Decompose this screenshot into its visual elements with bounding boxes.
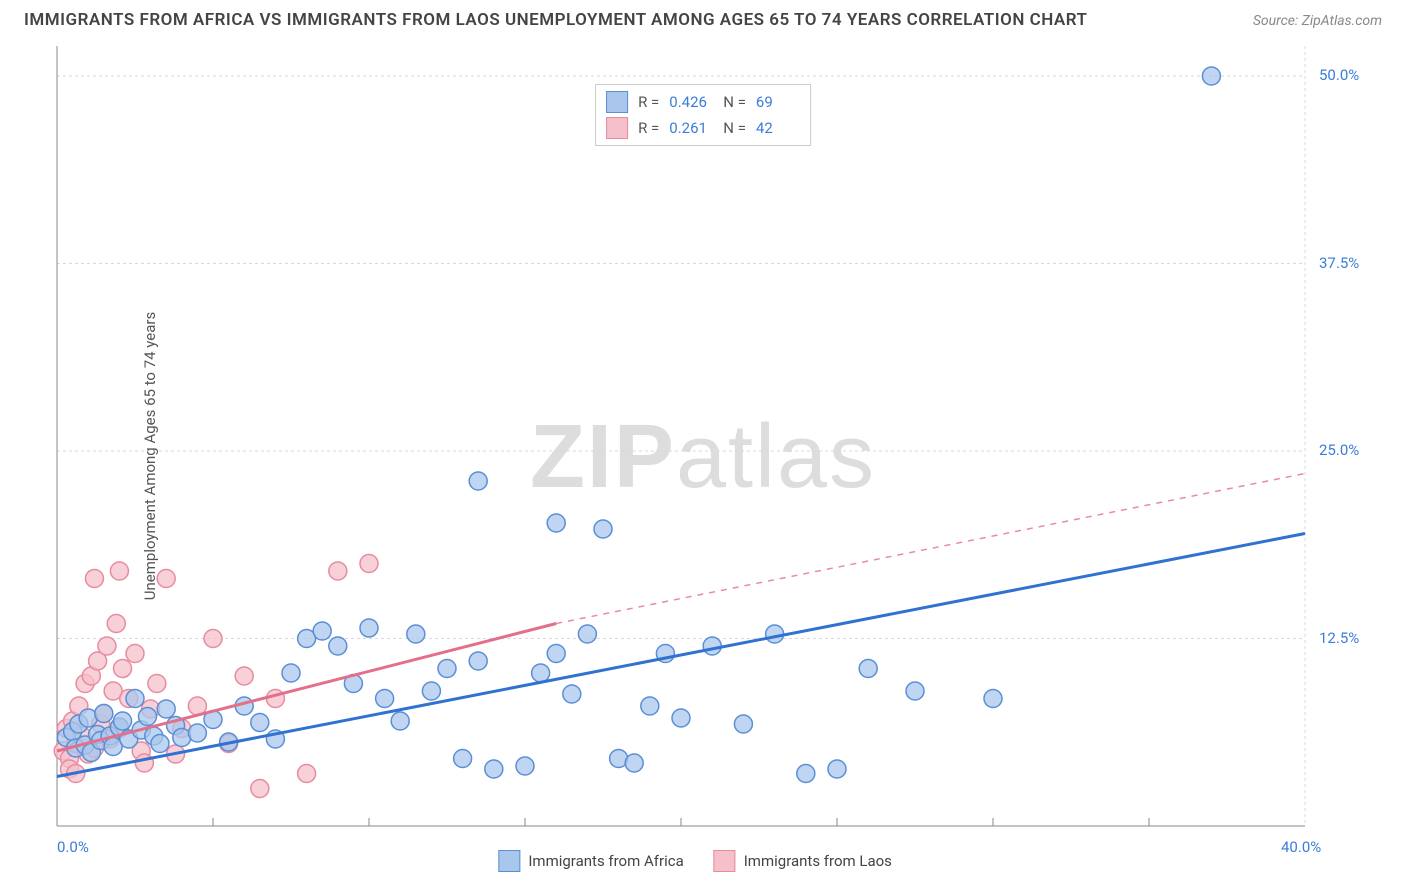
y-tick-label: 50.0% [1319,66,1359,84]
legend-item-laos: Immigrants from Laos [714,850,892,872]
chart-area: Unemployment Among Ages 65 to 74 years Z… [0,36,1406,876]
legend-row-africa: R = 0.426 N = 69 [606,89,800,115]
series-legend: Immigrants from Africa Immigrants from L… [498,850,892,872]
legend-item-africa: Immigrants from Africa [498,850,683,872]
n-value-laos: 42 [756,119,800,137]
n-label: N = [723,119,746,137]
title-bar: IMMIGRANTS FROM AFRICA VS IMMIGRANTS FRO… [0,0,1406,36]
r-label: R = [638,93,659,111]
legend-row-laos: R = 0.261 N = 42 [606,115,800,141]
swatch-africa-icon [498,850,520,872]
y-tick-label: 37.5% [1319,254,1359,272]
r-value-africa: 0.426 [669,93,713,111]
swatch-laos [606,117,628,139]
swatch-laos-icon [714,850,736,872]
n-value-africa: 69 [756,93,800,111]
n-label: N = [723,93,746,111]
legend-label-africa: Immigrants from Africa [528,852,683,870]
y-tick-label: 12.5% [1319,629,1359,647]
swatch-africa [606,91,628,113]
correlation-legend: R = 0.426 N = 69 R = 0.261 N = 42 [595,84,811,146]
x-tick-label: 40.0% [1281,838,1321,856]
source-label: Source: ZipAtlas.com [1253,13,1382,29]
r-label: R = [638,119,659,137]
scatter-plot [45,36,1385,876]
y-tick-label: 25.0% [1319,441,1359,459]
x-tick-label: 0.0% [57,838,89,856]
legend-label-laos: Immigrants from Laos [744,852,892,870]
r-value-laos: 0.261 [669,119,713,137]
chart-title: IMMIGRANTS FROM AFRICA VS IMMIGRANTS FRO… [24,10,1087,30]
